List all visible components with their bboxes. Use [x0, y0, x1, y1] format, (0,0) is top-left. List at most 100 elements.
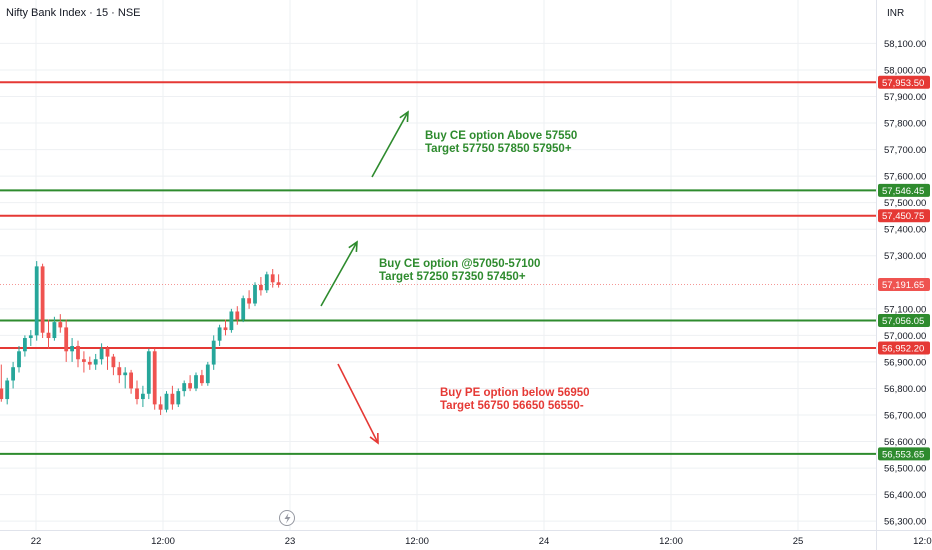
price-tick-label: 57,400.00: [884, 225, 926, 236]
candle-body: [188, 383, 192, 389]
candle-body: [129, 372, 133, 389]
price-tick-label: 57,500.00: [884, 198, 926, 209]
trend-arrow[interactable]: [337, 363, 379, 445]
candle-body: [164, 393, 169, 410]
candle-body: [264, 274, 269, 291]
annotation-text[interactable]: Buy CE option @57050-57100: [379, 258, 540, 270]
candle-body: [82, 359, 86, 362]
candle-body: [200, 375, 204, 384]
annotation-text[interactable]: Buy CE option Above 57550: [425, 130, 577, 142]
annotation-text[interactable]: Buy PE option below 56950: [440, 387, 590, 399]
price-tick-label: 58,100.00: [884, 39, 926, 50]
candle-body: [141, 393, 145, 400]
price-tick-label: 56,500.00: [884, 464, 926, 475]
candle-body: [0, 388, 4, 400]
candle-body: [17, 351, 21, 368]
time-tick-label: 12:00: [405, 536, 429, 547]
candle-body: [152, 351, 157, 405]
candle-body: [58, 322, 63, 328]
candle-body: [46, 332, 51, 339]
level-price-label: 56,952.20: [882, 344, 924, 355]
candle-body: [52, 322, 57, 339]
candle-body: [253, 284, 257, 304]
candle-body: [223, 327, 228, 331]
trend-arrow[interactable]: [371, 110, 409, 178]
price-tick-label: 56,900.00: [884, 357, 926, 368]
level-price-tag: [878, 209, 930, 223]
time-tick-label: 12:00: [659, 536, 683, 547]
time-axis[interactable]: 2212:002312:002412:002512:002812:002912:…: [31, 536, 932, 547]
candle-body: [28, 335, 33, 339]
price-tick-label: 57,800.00: [884, 119, 926, 130]
candle-body: [211, 340, 216, 365]
price-tick-label: 58,000.00: [884, 65, 926, 76]
price-tick-label: 57,300.00: [884, 251, 926, 262]
candle-body: [5, 380, 10, 400]
price-tick-label: 57,900.00: [884, 92, 926, 103]
price-tick-label: 56,400.00: [884, 490, 926, 501]
horizontal-levels: [0, 81, 876, 455]
candle-body: [176, 391, 181, 405]
candle-body: [205, 364, 210, 384]
candle-body: [64, 327, 69, 352]
events-icon[interactable]: [279, 510, 295, 526]
level-price-label: 56,553.65: [882, 449, 924, 460]
price-tick-label: 56,700.00: [884, 410, 926, 421]
candle-body: [99, 348, 104, 360]
time-tick-label: 25: [793, 536, 804, 547]
trend-arrow[interactable]: [320, 240, 358, 307]
time-tick-label: 23: [285, 536, 296, 547]
level-price-tag: [878, 341, 930, 355]
candle-body: [105, 348, 110, 357]
price-tick-label: 56,300.00: [884, 517, 926, 528]
annotation-text[interactable]: Target 56750 56650 56550-: [440, 400, 584, 412]
price-axis[interactable]: 58,100.00 58,000.00 57,900.00 57,800.00 57,7…: [878, 39, 930, 528]
level-price-tag: [878, 447, 930, 461]
time-tick-label: 12:00: [151, 536, 175, 547]
candle-body: [117, 367, 122, 376]
level-price-tag: [878, 183, 930, 197]
candle-body: [135, 388, 139, 400]
level-price-label: 57,546.45: [882, 186, 924, 197]
time-tick-label: 12:00: [913, 536, 932, 547]
candle-body: [23, 338, 27, 352]
candle-body: [70, 345, 74, 352]
candle-body: [87, 361, 92, 365]
time-tick-label: 24: [539, 536, 550, 547]
candle-body: [170, 393, 175, 405]
last-price-label: 57,191.65: [882, 280, 924, 291]
candle-body: [111, 356, 116, 368]
price-tick-label: 57,000.00: [884, 331, 926, 342]
candle-body: [270, 274, 275, 283]
price-tick-label: 56,600.00: [884, 437, 926, 448]
chart-title: Nifty Bank Index · 15 · NSE: [6, 7, 141, 19]
candle-body: [194, 375, 198, 389]
candle-body: [276, 282, 281, 285]
annotation-text[interactable]: Target 57250 57350 57450+: [379, 271, 526, 283]
candle-body: [182, 383, 187, 392]
annotation-text[interactable]: Target 57750 57850 57950+: [425, 143, 572, 155]
level-price-tag: [878, 75, 930, 89]
arrow-drawings: [320, 110, 409, 445]
level-price-label: 57,056.05: [882, 316, 924, 327]
level-price-label: 57,953.50: [882, 78, 924, 89]
candle-body: [241, 298, 246, 320]
candle-body: [247, 298, 251, 304]
candle-body: [34, 266, 39, 336]
level-price-tag: [878, 313, 930, 327]
candle-body: [259, 284, 263, 291]
price-tick-label: 57,600.00: [884, 172, 926, 183]
price-tick-label: 57,700.00: [884, 145, 926, 156]
candle-body: [76, 345, 80, 360]
price-tick-label: 56,800.00: [884, 384, 926, 395]
candle-body: [93, 359, 98, 365]
last-price-tag: [878, 278, 930, 292]
candle-body: [40, 266, 45, 333]
candlestick-series: [0, 261, 281, 415]
level-price-label: 57,450.75: [882, 211, 924, 222]
candle-body: [123, 372, 128, 376]
currency-label[interactable]: INR: [887, 8, 904, 19]
time-tick-label: 22: [31, 536, 42, 547]
